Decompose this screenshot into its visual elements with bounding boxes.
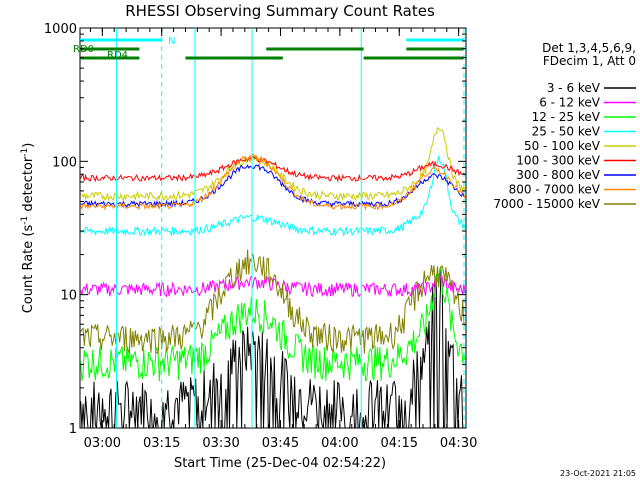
series-line: [361, 166, 466, 211]
series-line: [116, 172, 195, 182]
series-line: [80, 173, 117, 183]
series-line: [80, 225, 117, 236]
series-line: [195, 275, 252, 297]
series-line: [361, 127, 466, 201]
series-layer: [80, 127, 466, 430]
series-line: [80, 381, 117, 429]
series-line: [80, 281, 117, 297]
legend: Det 1,3,4,5,6,9,FDecim 1, Att 0 3 - 6 keV…: [493, 41, 636, 211]
legend-label: 12 - 25 keV: [532, 110, 601, 124]
series-line: [195, 249, 252, 339]
series-line: [361, 173, 466, 208]
chart-title: RHESSI Observing Summary Count Rates: [125, 2, 435, 20]
series-line: [361, 265, 466, 354]
series-line: [116, 377, 195, 429]
series-25to50keV: [80, 155, 466, 237]
y-tick-label: 1: [69, 422, 77, 437]
series-line: [361, 266, 466, 382]
series-line: [252, 164, 361, 208]
flag-label-rd0: RD0: [73, 44, 94, 55]
series-line: [80, 199, 116, 208]
series-line: [252, 153, 361, 210]
x-tick-label: 04:30: [440, 436, 477, 451]
x-tick-label: 04:15: [381, 436, 418, 451]
series-line: [252, 155, 361, 183]
series-7000to15000keV: [80, 249, 466, 355]
flag-label-n: N: [168, 36, 175, 47]
series-line: [252, 331, 361, 429]
series-line: [195, 214, 252, 235]
y-axis-label: Count Rate (s-1 detector-1): [20, 143, 36, 314]
series-line: [195, 326, 252, 429]
series-line: [80, 323, 117, 351]
y-tick-label: 100: [52, 155, 77, 170]
x-tick-label: 03:30: [202, 436, 239, 451]
series-line: [195, 164, 252, 204]
x-axis-label: Start Time (25-Dec-04 02:54:22): [174, 456, 386, 471]
series-line: [361, 155, 466, 236]
series-line: [195, 296, 252, 374]
series-line: [252, 298, 361, 381]
x-tick-label: 03:00: [84, 436, 121, 451]
series-300to800keV: [80, 164, 466, 208]
legend-label: 6 - 12 keV: [539, 96, 601, 110]
legend-label: 7000 - 15000 keV: [493, 197, 600, 211]
y-tick-label: 10: [60, 289, 77, 304]
series-800to7000keV: [80, 153, 466, 211]
series-line: [195, 154, 252, 204]
legend-header: FDecim 1, Att 0: [543, 54, 636, 68]
series-line: [116, 225, 195, 237]
series-line: [80, 202, 116, 211]
legend-label: 25 - 50 keV: [532, 125, 601, 139]
series-line: [252, 276, 361, 298]
generated-timestamp: 23-Oct-2021 21:05: [560, 469, 636, 478]
x-tick-label: 04:00: [321, 436, 358, 451]
overlay-layer: N RD0 RD4: [73, 28, 465, 428]
legend-header: Det 1,3,4,5,6,9,: [542, 41, 636, 55]
series-line: [252, 253, 361, 354]
legend-label: 3 - 6 keV: [547, 81, 601, 95]
series-line: [117, 320, 195, 355]
flag-label-rd4: RD4: [107, 50, 128, 61]
series-line: [80, 191, 117, 202]
series-line: [195, 157, 252, 179]
series-line: [116, 200, 195, 210]
series-100to300keV: [80, 155, 466, 183]
legend-label: 50 - 100 keV: [524, 139, 601, 153]
y-tick-label: 1000: [44, 22, 77, 37]
series-line: [116, 281, 195, 298]
series-line: [80, 346, 117, 381]
legend-label: 300 - 800 keV: [516, 168, 600, 182]
legend-label: 800 - 7000 keV: [509, 183, 601, 197]
x-tick-label: 03:45: [262, 436, 299, 451]
x-tick-label: 03:15: [143, 436, 180, 451]
series-line: [252, 214, 361, 237]
series-line: [361, 274, 466, 298]
axis-layer: 1 10 100 1000 03:00 03:15 03:30 03:45 04:00 04:15…: [44, 22, 477, 451]
series-line: [361, 268, 465, 430]
series-6to12keV: [80, 274, 466, 298]
series-3to6keV: [80, 268, 465, 430]
legend-label: 100 - 300 keV: [516, 154, 600, 168]
series-line: [361, 160, 466, 182]
series-line: [116, 190, 195, 202]
series-line: [252, 154, 361, 202]
